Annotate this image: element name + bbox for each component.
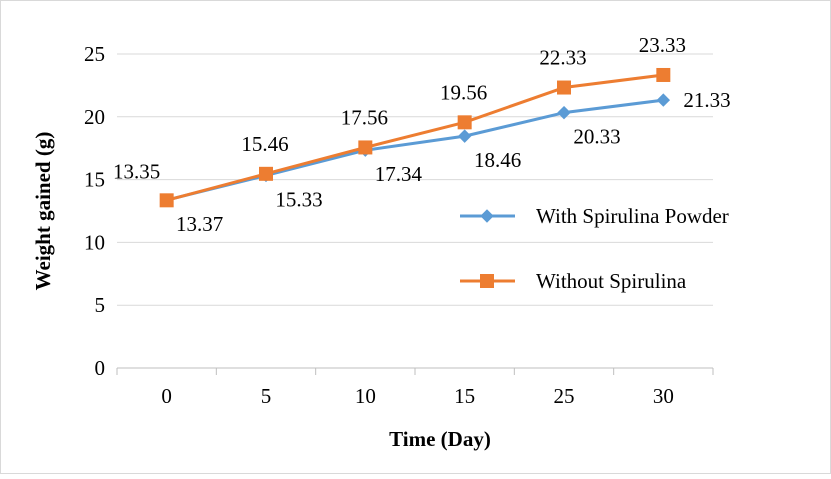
data-label: 17.34 bbox=[375, 162, 423, 186]
legend-label: With Spirulina Powder bbox=[536, 204, 729, 228]
data-label: 13.37 bbox=[176, 212, 223, 236]
y-tick-label: 0 bbox=[95, 356, 106, 380]
square-marker bbox=[656, 67, 671, 82]
legend: With Spirulina Powder Without Spirulina bbox=[460, 204, 729, 293]
y-tick-label: 15 bbox=[84, 168, 105, 192]
x-tick-label: 5 bbox=[261, 384, 272, 408]
x-tick-label: 10 bbox=[355, 384, 376, 408]
legend-label: Without Spirulina bbox=[536, 269, 687, 293]
data-label: 13.35 bbox=[113, 159, 160, 183]
data-label: 17.56 bbox=[341, 105, 388, 129]
gridlines bbox=[117, 53, 713, 306]
x-tick-label: 25 bbox=[554, 384, 575, 408]
x-tick-label: 15 bbox=[454, 384, 475, 408]
x-tick-label: 0 bbox=[161, 384, 172, 408]
square-marker bbox=[358, 140, 373, 155]
data-label: 18.46 bbox=[474, 148, 521, 172]
data-labels: 13.37 15.33 17.34 18.46 20.33 21.33 13.35 15.46… bbox=[113, 33, 731, 236]
square-marker bbox=[457, 115, 472, 130]
series-line-without-spirulina bbox=[166, 73, 664, 202]
legend-diamond-marker bbox=[480, 209, 494, 223]
legend-square-marker bbox=[480, 274, 494, 288]
data-label: 21.33 bbox=[683, 88, 730, 112]
diamond-marker bbox=[557, 105, 571, 120]
data-label: 20.33 bbox=[573, 125, 620, 149]
y-tick-label: 5 bbox=[95, 293, 106, 317]
square-marker bbox=[557, 80, 571, 95]
x-axis-title: Time (Day) bbox=[389, 427, 491, 451]
data-label: 15.46 bbox=[241, 132, 288, 156]
y-tick-label: 20 bbox=[84, 105, 105, 129]
series-lines bbox=[159, 67, 671, 208]
data-label: 19.56 bbox=[440, 80, 487, 104]
diamond-marker bbox=[656, 93, 671, 107]
y-axis-title: Weight gained (g) bbox=[31, 132, 55, 291]
y-tick-label: 10 bbox=[84, 230, 105, 254]
data-label: 15.33 bbox=[275, 187, 322, 211]
data-label: 23.33 bbox=[639, 33, 686, 57]
square-marker bbox=[259, 166, 273, 181]
axes: 0 5 10 15 20 25 0 5 10 15 25 30 bbox=[84, 42, 714, 408]
data-label: 22.33 bbox=[539, 46, 586, 70]
diamond-marker bbox=[457, 129, 472, 143]
square-marker bbox=[159, 193, 174, 208]
y-tick-label: 25 bbox=[84, 42, 105, 66]
x-tick-label: 30 bbox=[653, 384, 674, 408]
